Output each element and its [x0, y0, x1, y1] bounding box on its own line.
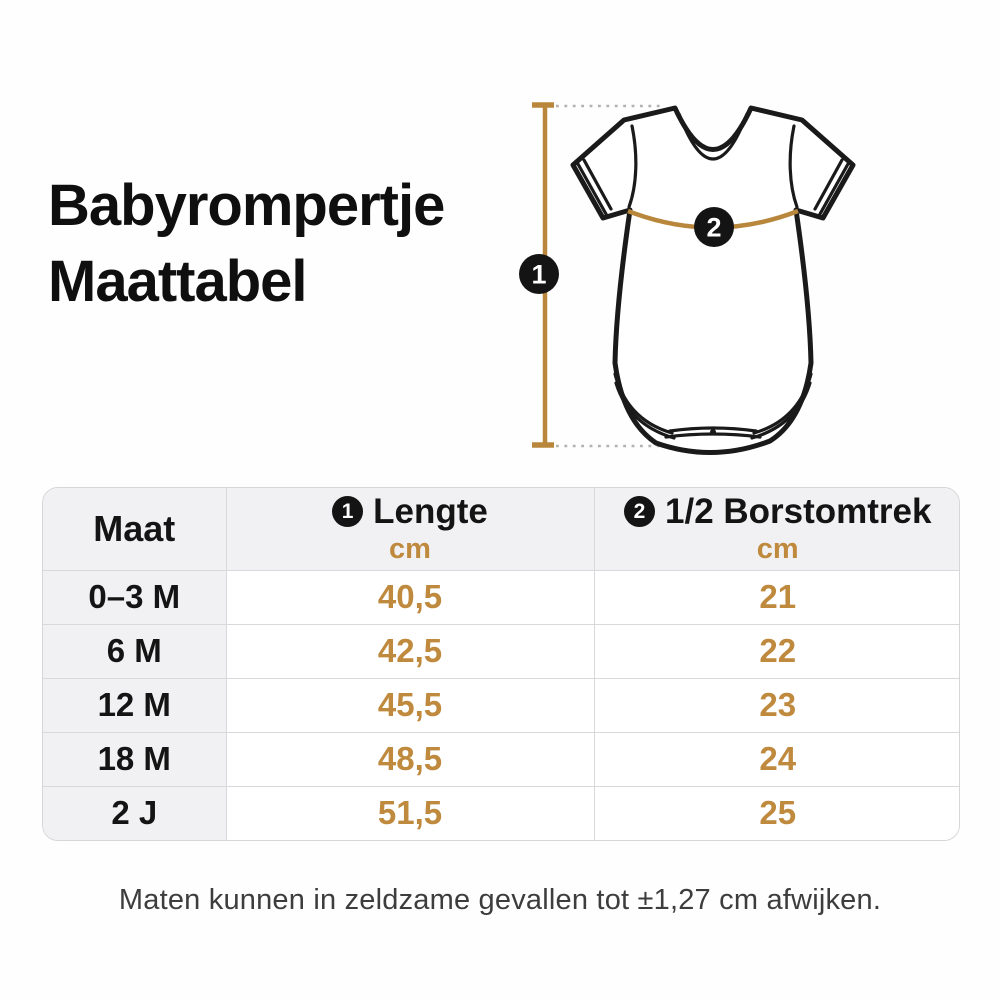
snap-dot	[710, 429, 716, 435]
cell-half-chest: 24	[593, 731, 959, 787]
size-diagram: 1 2	[500, 70, 940, 480]
cuff-hem-left	[576, 158, 613, 216]
table-row: 2 J 51,5 25	[43, 785, 959, 840]
cell-half-chest: 21	[593, 569, 959, 625]
cell-size: 6 M	[43, 623, 227, 679]
cell-length: 51,5	[225, 785, 595, 840]
header-length: 1 Lengte cm	[225, 488, 595, 571]
page-title-line1: Babyrompertje	[48, 173, 445, 238]
header-chest-label: 1/2 Borstomtrek	[665, 491, 932, 531]
chest-header-badge: 2	[624, 496, 655, 528]
cell-size: 12 M	[43, 677, 227, 733]
leg-binding-right	[750, 372, 813, 440]
cell-length: 45,5	[225, 677, 595, 733]
cell-half-chest: 23	[593, 677, 959, 733]
header-size: Maat	[43, 488, 227, 571]
cell-length: 40,5	[225, 569, 595, 625]
cell-length: 48,5	[225, 731, 595, 787]
crotch-flap	[664, 426, 762, 439]
cell-size: 18 M	[43, 731, 227, 787]
svg-text:1: 1	[531, 260, 546, 290]
cuff-hem-right	[813, 158, 850, 216]
chest-marker-badge: 2	[694, 207, 734, 247]
page-title-line2: Maattabel	[48, 249, 308, 314]
header-chest: 2 1/2 Borstomtrek cm	[593, 488, 959, 571]
armhole-seam-left	[627, 124, 638, 209]
footnote: Maten kunnen in zeldzame gevallen tot ±1…	[118, 884, 882, 916]
table-row: 6 M 42,5 22	[43, 623, 959, 679]
header-chest-unit: cm	[756, 532, 799, 565]
header-size-label: Maat	[93, 507, 176, 549]
romper-outline	[570, 105, 856, 456]
cell-size: 2 J	[43, 785, 227, 840]
length-header-badge: 1	[332, 496, 364, 528]
cell-size: 0–3 M	[43, 569, 227, 625]
length-marker-badge: 1	[519, 254, 559, 294]
leg-binding-left	[613, 372, 676, 440]
table-header-row: Maat 1 Lengte cm 2 1/2 Borstomtrek cm	[43, 488, 959, 571]
table-row: 0–3 M 40,5 21	[43, 569, 959, 625]
armhole-seam-right	[788, 124, 799, 209]
svg-text:2: 2	[706, 213, 721, 243]
table-row: 18 M 48,5 24	[43, 731, 959, 787]
cell-half-chest: 25	[593, 785, 959, 840]
page-title: Babyrompertje Maattabel	[48, 168, 445, 320]
header-length-label: Lengte	[373, 491, 488, 531]
collar-seam	[677, 112, 749, 161]
cell-length: 42,5	[225, 623, 595, 679]
table-row: 12 M 45,5 23	[43, 677, 959, 733]
cell-half-chest: 22	[593, 623, 959, 679]
header-length-unit: cm	[389, 532, 431, 565]
size-table: Maat 1 Lengte cm 2 1/2 Borstomtrek cm	[42, 487, 960, 841]
